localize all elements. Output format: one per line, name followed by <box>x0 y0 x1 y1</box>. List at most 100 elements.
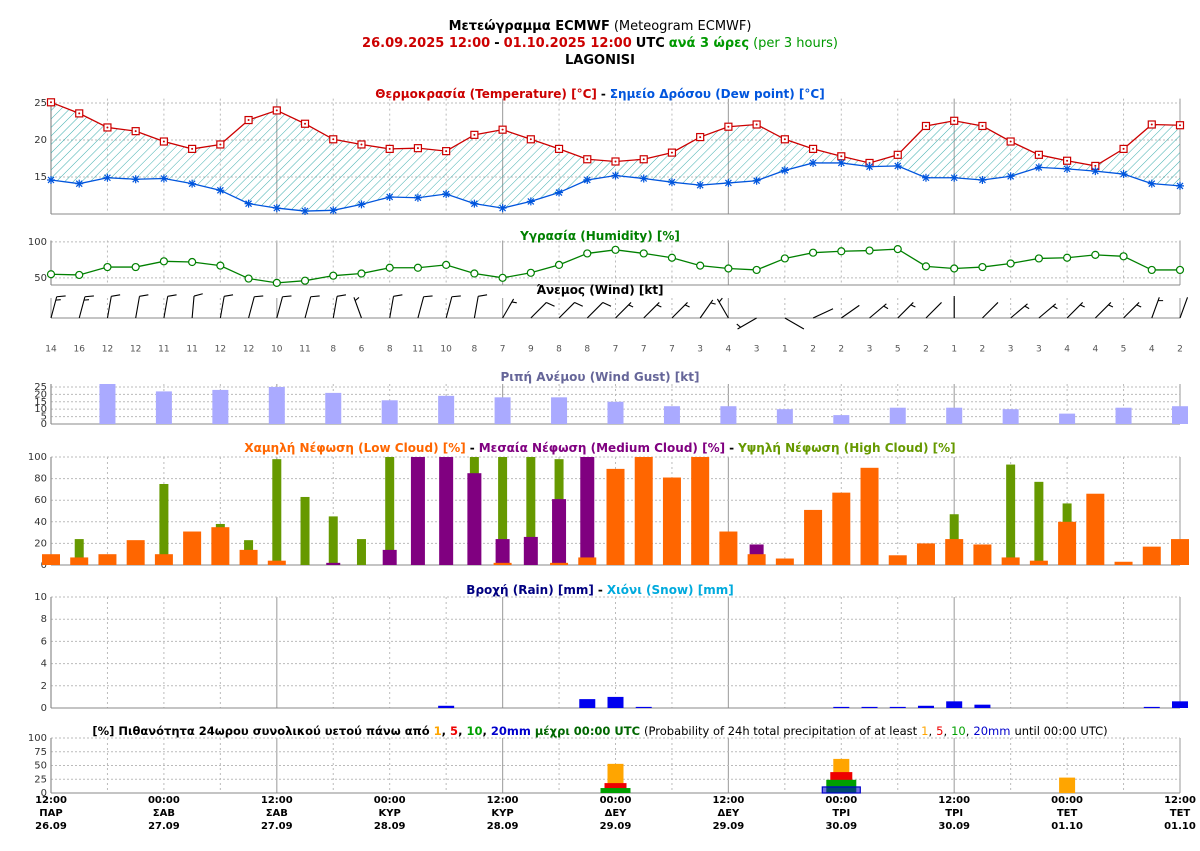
marker-star <box>893 161 902 170</box>
marker-star <box>555 188 564 197</box>
wind-speed-label: 3 <box>754 345 760 355</box>
bar <box>267 560 286 565</box>
bar <box>662 477 681 565</box>
wind-speed-label: 10 <box>271 345 283 355</box>
title: LAGONISI <box>565 53 635 68</box>
marker-dot <box>304 122 307 125</box>
marker-star <box>950 173 959 182</box>
x-tick-day: ΤΡΙ <box>945 808 963 819</box>
x-tick-date: 27.09 <box>261 821 293 832</box>
title-part: (per 3 hours) <box>753 36 838 51</box>
wind-speed-label: 11 <box>186 345 197 355</box>
x-tick-date: 01.10 <box>1051 821 1083 832</box>
marker-star <box>696 181 705 190</box>
title-part: UTC <box>636 36 665 51</box>
bar <box>776 409 793 424</box>
wind-barb <box>530 301 555 319</box>
wind-barb <box>191 293 203 319</box>
y-tick-label: 5 <box>41 412 47 423</box>
marker-circle <box>272 278 281 287</box>
x-tick-day: ΣΑΒ <box>266 808 288 819</box>
bar <box>1059 777 1076 793</box>
marker-star <box>216 186 225 195</box>
marker-star <box>1091 167 1100 176</box>
title-part: - <box>601 87 606 101</box>
wind-barb <box>50 295 66 319</box>
title-part: 20mm <box>491 724 531 738</box>
x-tick-day: ΚΥΡ <box>491 808 513 819</box>
wind-speed-label: 8 <box>330 345 336 355</box>
wind-barb <box>869 303 889 319</box>
title-part: 1 <box>434 724 442 738</box>
marker <box>1175 121 1185 130</box>
wind-barb <box>219 294 234 319</box>
marker-circle <box>978 262 987 272</box>
bar <box>634 457 653 565</box>
marker-star <box>978 175 987 184</box>
bar <box>1142 546 1161 565</box>
y-tick-label: 40 <box>34 517 47 528</box>
marker <box>526 135 535 144</box>
x-tick-day: ΣΑΒ <box>153 808 175 819</box>
marker-dot <box>360 143 363 146</box>
wind-speed-label: 8 <box>584 345 590 355</box>
y-tick-label: 100 <box>28 237 47 248</box>
wind-speed-label: 3 <box>697 345 703 355</box>
title-part: , <box>458 724 462 738</box>
marker-circle <box>1175 265 1185 275</box>
title-part: Θερμοκρασία (Temperature) [°C] <box>375 87 597 101</box>
bar <box>1172 701 1188 708</box>
title-part: (Probability of 24h total precipitation … <box>644 724 918 738</box>
wind-barb <box>248 295 264 319</box>
marker-star <box>1176 181 1184 190</box>
marker <box>188 144 197 154</box>
bar <box>154 554 173 565</box>
marker-circle <box>1119 252 1128 261</box>
marker-circle <box>1147 265 1156 275</box>
y-tick-label: 10 <box>34 404 47 415</box>
bar <box>1143 706 1160 708</box>
title-part: Βροχή (Rain) [mm] <box>466 583 594 597</box>
marker-dot <box>1094 164 1097 167</box>
title-part: , <box>928 724 932 738</box>
title-part: Ριπή Ανέμου (Wind Gust) [kt] <box>501 370 700 384</box>
wind-speed-label: 5 <box>1121 345 1127 355</box>
marker <box>1119 144 1128 154</box>
y-tick-label: 75 <box>34 747 47 758</box>
x-tick-date: 28.09 <box>374 821 406 832</box>
title-part: LAGONISI <box>565 53 635 68</box>
marker-dot <box>50 101 52 104</box>
x-tick-day: ΚΥΡ <box>379 808 401 819</box>
wind-speed-label: 7 <box>669 345 675 355</box>
bar <box>861 706 878 708</box>
marker-star <box>103 173 112 182</box>
wind-barb <box>332 294 347 319</box>
title: Ριπή Ανέμου (Wind Gust) [kt] <box>501 370 700 384</box>
marker <box>921 121 931 131</box>
bar <box>916 543 935 565</box>
x-tick-day: ΤΕΤ <box>1170 808 1191 819</box>
marker-circle <box>300 276 310 285</box>
bar <box>382 549 397 565</box>
x-tick-date: 30.09 <box>938 821 970 832</box>
marker <box>385 144 394 154</box>
y-tick-label: 50 <box>34 761 47 772</box>
marker-circle <box>357 269 366 278</box>
marker-dot <box>1066 159 1069 162</box>
bar <box>747 554 766 565</box>
marker-star <box>611 171 620 180</box>
title-part: (Meteogram ECMWF) <box>614 19 752 34</box>
title: Υγρασία (Humidity) [%] <box>519 229 680 243</box>
marker-star <box>413 193 422 202</box>
marker <box>583 155 592 164</box>
marker-circle <box>75 270 84 280</box>
y-tick-label: 0 <box>41 560 47 571</box>
bar <box>607 696 624 708</box>
marker-circle <box>639 249 648 258</box>
bar <box>691 457 710 565</box>
wind-speed-label: 9 <box>528 345 534 355</box>
marker-circle <box>780 254 789 263</box>
bar <box>1029 560 1048 565</box>
bar <box>888 555 907 565</box>
bar <box>99 384 116 424</box>
